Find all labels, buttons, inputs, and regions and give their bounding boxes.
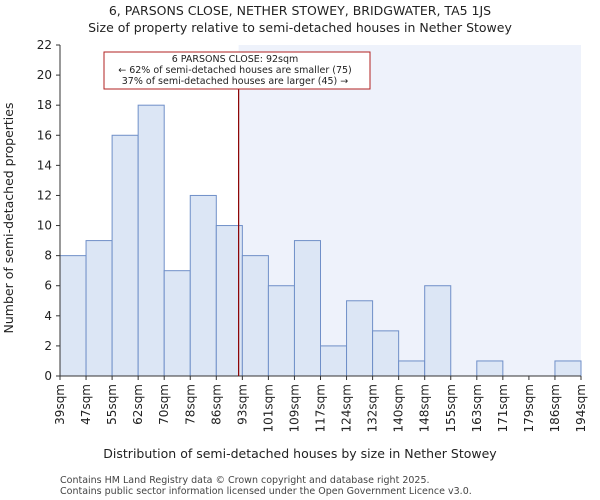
x-tick-label: 86sqm (209, 384, 223, 425)
bar-70sqm (163, 270, 191, 377)
y-tick-label: 8 (44, 249, 52, 263)
y-tick-label: 14 (37, 158, 52, 172)
x-tick-label: 186sqm (548, 384, 562, 432)
x-tick-label: 39sqm (53, 384, 67, 425)
x-tick-label: 163sqm (470, 384, 484, 432)
x-tick-label: 109sqm (287, 384, 301, 432)
bar-55sqm (111, 134, 139, 377)
bar-78sqm (189, 194, 217, 377)
bar-93sqm (241, 255, 269, 377)
footer-line-2: Contains public sector information licen… (60, 486, 472, 497)
annotation-line-1: 6 PARSONS CLOSE: 92sqm (172, 54, 299, 65)
x-tick-label: 194sqm (574, 384, 588, 432)
y-tick-label: 22 (37, 38, 52, 52)
bar-148sqm (424, 285, 452, 377)
y-tick-label: 0 (44, 369, 52, 383)
x-tick-label: 55sqm (105, 384, 119, 425)
chart-subtitle: Size of property relative to semi-detach… (88, 20, 512, 35)
x-tick-label: 140sqm (392, 384, 406, 432)
y-tick-label: 2 (44, 339, 52, 353)
annotation-border (103, 51, 371, 90)
y-tick-label: 16 (37, 128, 52, 142)
x-tick-label: 62sqm (131, 384, 145, 425)
annotation-line-3: 37% of semi-detached houses are larger (… (122, 76, 349, 87)
bar-186sqm (554, 360, 582, 377)
x-tick-label: 70sqm (157, 384, 171, 425)
annotation-line-2: ← 62% of semi-detached houses are smalle… (118, 65, 352, 76)
x-tick-label: 179sqm (522, 384, 536, 432)
bar-39sqm (59, 255, 87, 377)
footer-line-1: Contains HM Land Registry data © Crown c… (60, 475, 430, 486)
x-axis-label: Distribution of semi-detached houses by … (103, 446, 497, 461)
bar-117sqm (320, 345, 348, 377)
x-tick-label: 124sqm (340, 384, 354, 432)
chart-title: 6, PARSONS CLOSE, NETHER STOWEY, BRIDGWA… (109, 3, 491, 18)
y-axis-label: Number of semi-detached properties (1, 103, 16, 334)
y-tick-label: 18 (37, 98, 52, 112)
y-tick-label: 4 (44, 309, 52, 323)
x-tick-label: 148sqm (418, 384, 432, 432)
bar-140sqm (398, 360, 426, 377)
annotation-box: 6 PARSONS CLOSE: 92sqm ← 62% of semi-det… (103, 51, 371, 90)
x-tick-label: 171sqm (496, 384, 510, 432)
x-tick-label: 117sqm (314, 384, 328, 432)
y-tick-label: 6 (44, 279, 52, 293)
bar-163sqm (476, 360, 504, 377)
y-tick-label: 10 (37, 219, 52, 233)
y-tick-label: 20 (37, 68, 52, 82)
x-ticks-group: 39sqm 47sqm 55sqm 62sqm 70sqm 78sqm 86sqm 93sqm… (53, 376, 588, 432)
x-tick-label: 47sqm (79, 384, 93, 425)
bar-132sqm (372, 330, 400, 377)
bar-62sqm (137, 104, 165, 377)
bar-109sqm (293, 240, 322, 377)
bar-47sqm (85, 240, 113, 377)
bars-group (59, 104, 582, 377)
bar-101sqm (267, 285, 295, 377)
y-ticks-group: 0 2 4 6 8 10 12 14 16 18 20 22 (37, 38, 60, 383)
x-tick-label: 155sqm (444, 384, 458, 432)
x-tick-label: 132sqm (366, 384, 380, 432)
y-tick-label: 12 (37, 188, 52, 202)
x-tick-label: 101sqm (261, 384, 275, 432)
bar-124sqm (346, 300, 374, 377)
x-tick-label: 93sqm (235, 384, 249, 425)
x-tick-label: 78sqm (183, 384, 197, 425)
